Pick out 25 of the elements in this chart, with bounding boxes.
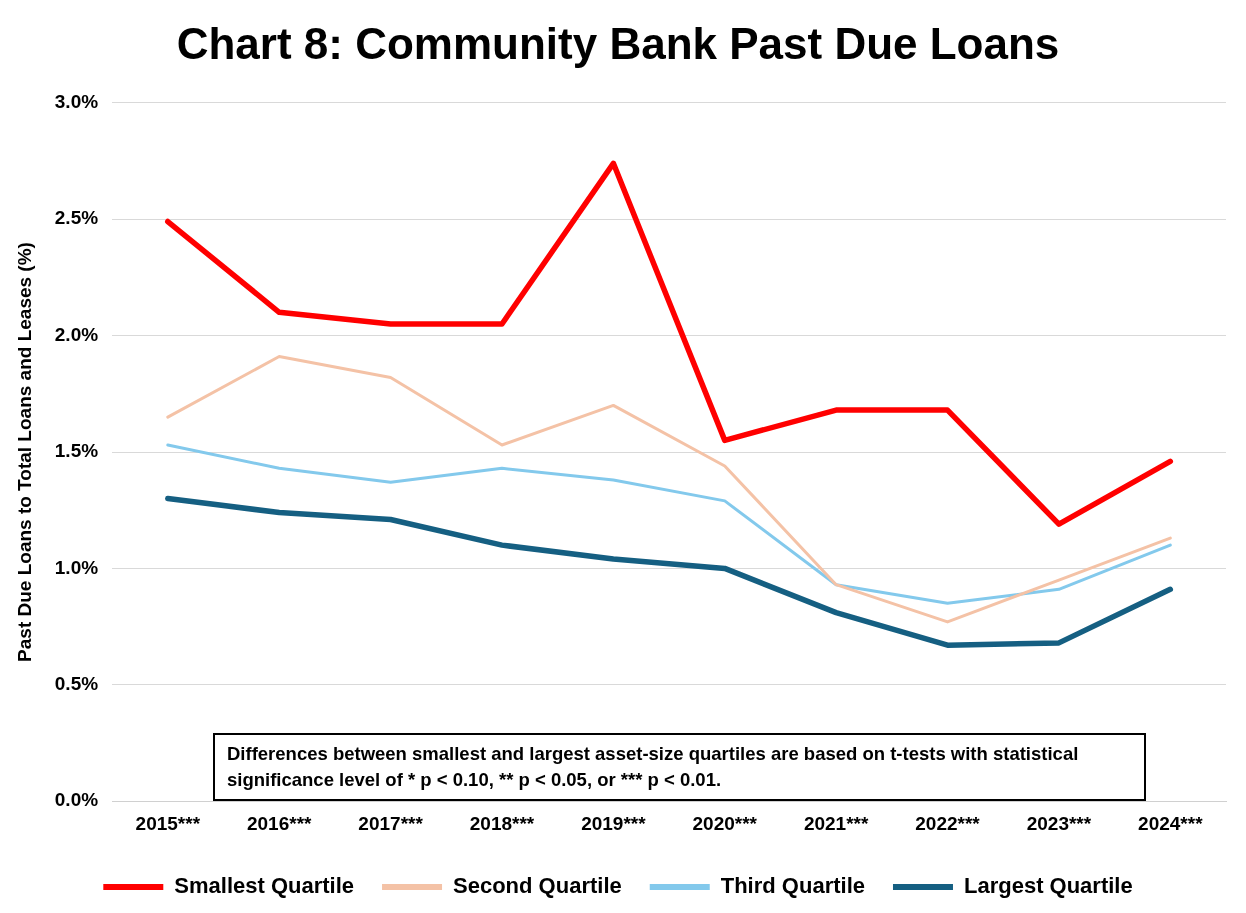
y-tick-label: 1.0%: [54, 556, 99, 578]
y-tick-label: 0.0%: [54, 789, 99, 811]
y-axis-title: Past Due Loans to Total Loans and Leases (%): [13, 242, 35, 662]
chart-title: Chart 8: Community Bank Past Due Loans: [176, 18, 1060, 68]
annotation: Differences between smallest and largest asset-size quartiles are based on t-tests with statistical significance level of * p < 0.10, ** p < 0.05, or *** p < 0.01.: [227, 742, 1080, 792]
y-tick-label: 2.0%: [54, 323, 99, 345]
x-tick-label: 2022***: [915, 812, 981, 834]
legend-label: Second Quartile: [453, 873, 622, 899]
legend-label: Smallest Quartile: [174, 873, 355, 899]
legend-label: Largest Quartile: [963, 873, 1133, 899]
x-tick-label: 2019***: [581, 812, 647, 834]
x-tick-label: 2021***: [803, 812, 869, 834]
x-tick-label: 2017***: [358, 812, 424, 834]
legend-label: Third Quartile: [720, 873, 865, 899]
y-tick-label: 1.5%: [54, 440, 99, 462]
y-tick-label: 0.5%: [54, 673, 99, 695]
x-tick-label: 2024***: [1138, 812, 1204, 834]
text-box: Differences between smallest and largest asset-size quartiles are based on t-tests with statistical significance level of * p < 0.10, ** p < 0.05, or *** p < 0.01.: [213, 733, 1146, 801]
x-tick-label: 2016***: [246, 812, 313, 834]
x-tick-label: 2023***: [1026, 812, 1092, 834]
y-tick-label: 3.0%: [54, 91, 99, 113]
x-tick-label: 2018***: [469, 812, 535, 834]
y-tick-label: 2.5%: [54, 207, 99, 229]
x-tick-label: 2015***: [135, 812, 201, 834]
x-tick-label: 2020***: [692, 812, 758, 834]
